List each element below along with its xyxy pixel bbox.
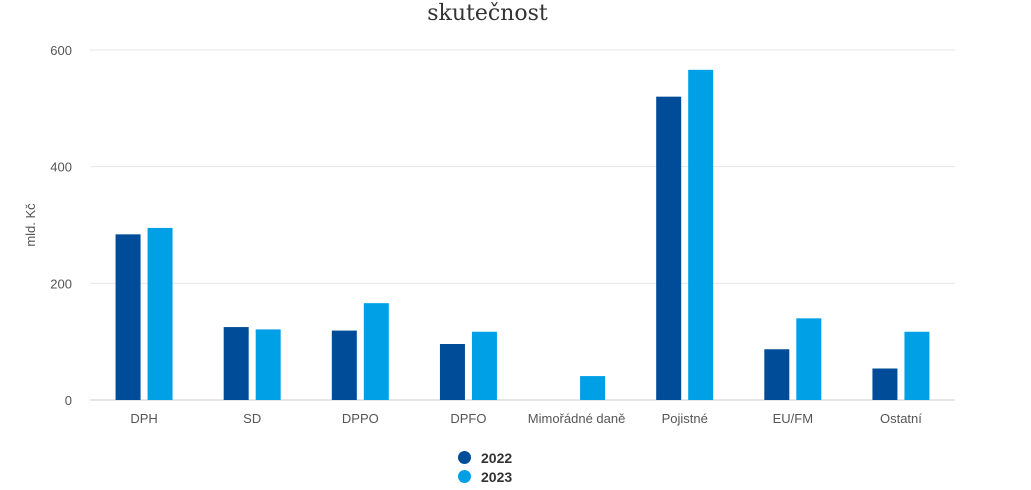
x-tick-label: Ostatní	[880, 411, 922, 426]
legend: 2022 2023	[458, 448, 512, 486]
legend-marker	[458, 451, 471, 464]
chart-title: skutečnost	[427, 1, 548, 26]
bar-2023-1[interactable]	[255, 329, 281, 400]
legend-label: 2023	[481, 468, 513, 485]
bar-2023-7[interactable]	[904, 331, 930, 400]
x-tick-label: DPH	[130, 411, 157, 426]
bar-2023-0[interactable]	[147, 227, 173, 400]
y-tick-label: 400	[50, 160, 72, 175]
x-tick-label: DPFO	[450, 411, 486, 426]
y-tick-label: 0	[65, 393, 72, 408]
bar-2022-6[interactable]	[764, 349, 790, 400]
bar-2022-0[interactable]	[115, 234, 141, 400]
bar-2023-6[interactable]	[796, 318, 822, 400]
bar-2023-4[interactable]	[580, 376, 606, 400]
bars	[115, 69, 930, 401]
bar-2022-1[interactable]	[223, 327, 249, 400]
x-tick-label: EU/FM	[773, 411, 813, 426]
y-axis-ticks: 0 200 400 600	[50, 43, 72, 408]
gridlines	[90, 49, 955, 401]
x-axis-ticks: DPH SD DPPO DPFO Mimořádné daně Pojistné EU/FM…	[130, 411, 922, 426]
bar-2022-5[interactable]	[656, 96, 682, 401]
bar-2022-3[interactable]	[439, 344, 465, 400]
x-tick-label: Mimořádné daně	[528, 411, 626, 426]
x-tick-label: DPPO	[342, 411, 379, 426]
y-axis-title: mld. Kč	[23, 203, 38, 247]
legend-label: 2022	[481, 449, 513, 466]
legend-item-2022[interactable]: 2022	[458, 448, 512, 467]
y-tick-label: 200	[50, 276, 72, 291]
legend-item-2023[interactable]: 2023	[458, 467, 512, 486]
bar-2022-7[interactable]	[872, 368, 898, 401]
legend-marker	[458, 470, 471, 483]
x-tick-label: Pojistné	[662, 411, 708, 426]
bar-2023-5[interactable]	[688, 69, 714, 400]
bar-2023-2[interactable]	[363, 303, 389, 400]
y-tick-label: 600	[50, 43, 72, 58]
bar-2023-3[interactable]	[471, 331, 497, 400]
bar-2022-2[interactable]	[331, 330, 357, 400]
x-tick-label: SD	[243, 411, 261, 426]
